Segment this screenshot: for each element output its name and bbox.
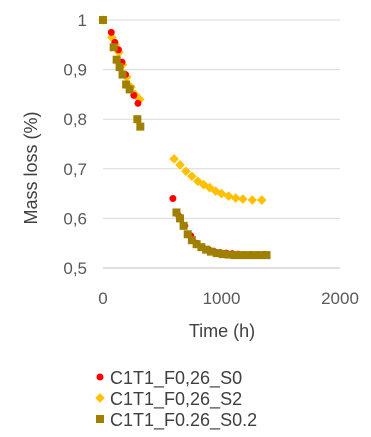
legend: C1T1_F0,26_S0C1T1_F0,26_S2C1T1_F0.26_S0.… — [95, 368, 257, 431]
y-tick-label: 0,9 — [63, 61, 87, 80]
data-series — [98, 15, 271, 260]
data-point — [192, 240, 201, 249]
data-point — [181, 166, 191, 177]
data-point — [204, 182, 215, 193]
x-tick-label: 1000 — [203, 289, 241, 308]
data-point — [133, 115, 142, 124]
data-point — [238, 194, 248, 204]
legend-marker — [95, 393, 105, 403]
legend-marker — [96, 415, 104, 423]
data-point — [109, 43, 118, 52]
legend-entry: C1T1_F0.26_S0.2 — [110, 410, 257, 431]
legend-entry: C1T1_F0,26_S0 — [110, 368, 242, 389]
data-point — [130, 91, 138, 99]
y-axis-label: Mass loss (%) — [21, 111, 41, 224]
data-point — [122, 80, 131, 89]
data-point — [169, 154, 179, 164]
legend-marker — [96, 373, 104, 381]
data-point — [206, 247, 215, 256]
data-point — [230, 193, 241, 203]
data-point — [134, 94, 145, 105]
data-point — [172, 208, 181, 217]
data-point — [247, 195, 258, 205]
data-point — [134, 99, 142, 107]
data-point — [197, 243, 206, 252]
data-point — [242, 251, 251, 260]
data-point — [183, 230, 192, 239]
data-point — [115, 63, 124, 72]
data-point — [136, 122, 145, 131]
data-point — [125, 85, 134, 94]
x-tick-label: 2000 — [321, 289, 359, 308]
data-point — [236, 251, 245, 260]
data-point — [169, 195, 177, 203]
series-3 — [99, 16, 271, 260]
data-point — [224, 250, 233, 259]
data-point — [187, 171, 197, 182]
data-point — [202, 245, 211, 254]
data-point — [218, 250, 227, 259]
x-tick-label: 0 — [98, 289, 107, 308]
data-point — [223, 191, 234, 201]
y-tick-label: 0,6 — [63, 209, 87, 228]
data-point — [176, 214, 185, 223]
data-point — [193, 176, 203, 186]
data-point — [118, 70, 127, 79]
data-point — [179, 221, 188, 230]
y-tick-label: 0,8 — [63, 110, 87, 129]
data-point — [230, 251, 239, 260]
y-tick-label: 1 — [78, 11, 87, 30]
x-axis-label: Time (h) — [189, 321, 255, 341]
series-2 — [98, 15, 267, 205]
data-point — [187, 236, 196, 245]
gridlines — [103, 19, 340, 219]
tick-labels: 0,5 0,6 0,7 0,8 0,9 1 0 1000 2000 — [63, 11, 359, 308]
data-point — [175, 160, 185, 170]
data-point — [262, 251, 271, 260]
legend-entry: C1T1_F0,26_S2 — [110, 389, 242, 410]
data-point — [212, 249, 221, 258]
data-point — [112, 55, 121, 64]
data-point — [249, 251, 258, 260]
y-tick-label: 0,5 — [63, 259, 87, 278]
data-point — [210, 186, 221, 196]
data-point — [256, 195, 267, 205]
y-tick-label: 0,7 — [63, 160, 87, 179]
data-point — [107, 28, 115, 36]
data-point — [256, 251, 265, 260]
data-point — [99, 16, 107, 24]
